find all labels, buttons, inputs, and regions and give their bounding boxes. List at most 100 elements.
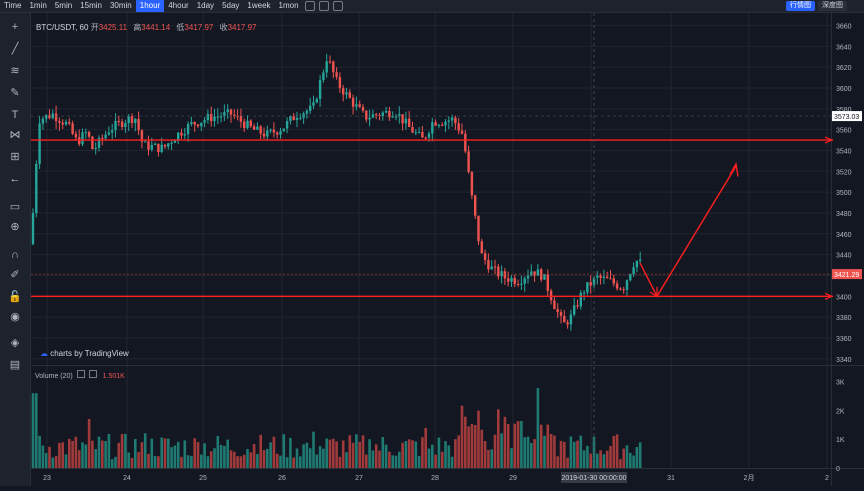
volume-bar (279, 455, 282, 468)
volume-bar (275, 453, 279, 468)
candle-body (173, 140, 177, 143)
candle-body (417, 131, 421, 133)
candle-body (302, 113, 305, 118)
zoom-icon[interactable]: ⊕ (10, 221, 20, 233)
trend-line-icon[interactable]: ╱ (11, 43, 19, 55)
candle-body (579, 292, 582, 307)
close-value: 3417.97 (227, 23, 257, 32)
volume-bar (381, 437, 385, 468)
eye-icon[interactable]: ◉ (10, 311, 20, 323)
settings-icon[interactable] (318, 1, 329, 11)
volume-bar (196, 442, 200, 468)
volume-tick-label: 0 (836, 466, 840, 473)
tradingview-watermark[interactable]: ☁ charts by TradingView (40, 349, 129, 358)
volume-settings-icon[interactable] (76, 370, 85, 378)
price-tick-label: 3500 (836, 190, 852, 197)
timeframe-5day[interactable]: 5day (222, 1, 240, 10)
kline-view-button[interactable]: 行情图 (786, 1, 815, 11)
candle-body (368, 117, 371, 120)
volume-bar (68, 438, 71, 468)
timeframe-4hour[interactable]: 4hour (168, 1, 189, 10)
price-tick-label: 3380 (836, 315, 852, 322)
candle-body (497, 266, 500, 277)
volume-bar (576, 440, 579, 468)
timeframe-30min[interactable]: 30min (109, 1, 132, 10)
back-arrow-icon[interactable]: ← (9, 173, 21, 185)
volume-bar (513, 423, 517, 468)
volume-bar (104, 441, 107, 468)
measure-icon[interactable]: ⊞ (10, 151, 20, 163)
candle-body (114, 121, 117, 131)
depth-view-button[interactable]: 深度图 (818, 1, 847, 11)
volume-bar (147, 453, 150, 468)
timeframe-5min[interactable]: 5min (54, 1, 73, 10)
candle-body (48, 114, 51, 119)
candle-body (206, 114, 210, 121)
volume-bar (318, 446, 322, 468)
volume-bar (107, 433, 111, 468)
timeframe-1week[interactable]: 1week (247, 1, 271, 10)
price-tick-label: 3600 (836, 86, 852, 93)
volume-bar (91, 440, 94, 468)
candle-body (424, 137, 427, 139)
candle-body (31, 213, 35, 245)
candle-body (520, 283, 523, 285)
candle-body (299, 117, 302, 119)
timeframe-15min[interactable]: 15min (80, 1, 102, 10)
candle-body (523, 278, 526, 284)
volume-bar (500, 433, 503, 468)
time-tick-label: 2 (825, 475, 829, 482)
volume-close-icon[interactable] (88, 370, 97, 378)
crosshair-icon[interactable]: + (11, 21, 19, 33)
candle-body (619, 288, 622, 290)
volume-bar (249, 452, 253, 468)
timeframe-time[interactable]: Time (4, 1, 22, 10)
volume-bar (302, 444, 305, 468)
volume-bar (368, 439, 371, 468)
pattern-icon[interactable]: ⋈ (9, 129, 21, 141)
symbol-label[interactable]: BTC/USDT, 60 (36, 23, 89, 32)
price-tick-label: 3440 (836, 253, 852, 260)
fib-icon[interactable]: ≋ (10, 65, 20, 77)
candle-body (51, 113, 54, 119)
candle-body (127, 116, 130, 124)
trash-icon[interactable]: ▤ (9, 359, 21, 371)
price-tick-label: 3660 (836, 23, 852, 30)
time-tick-label: 24 (123, 475, 131, 482)
volume-bar (599, 450, 602, 468)
time-tick-label: 27 (355, 475, 363, 482)
timeframe-1day[interactable]: 1day (196, 1, 215, 10)
candle-body (190, 122, 193, 125)
volume-bar (325, 438, 328, 468)
price-chart[interactable]: 3340336033803400342034403460348035003520… (31, 13, 864, 486)
timeframe-1min[interactable]: 1min (29, 1, 47, 10)
lock-icon[interactable]: 🔓 (8, 291, 22, 303)
candle-body (163, 144, 167, 147)
volume-bar (361, 435, 365, 468)
chart-area[interactable]: 3340336033803400342034403460348035003520… (31, 13, 864, 486)
candle-body (183, 134, 186, 136)
layers-icon[interactable]: ◈ (10, 337, 20, 349)
volume-bar (602, 454, 606, 468)
candle-body (332, 61, 335, 73)
volume-bar (74, 436, 78, 468)
projection-arrow-head (729, 161, 739, 177)
fullscreen-icon[interactable] (332, 1, 343, 11)
magnet-icon[interactable]: ∩ (11, 249, 19, 261)
text-icon[interactable]: T (11, 109, 19, 121)
brush-icon[interactable]: ✎ (10, 87, 20, 99)
chart-type-icon[interactable] (304, 1, 315, 11)
volume-bar (411, 440, 414, 468)
timeframe-1mon[interactable]: 1mon (278, 1, 299, 10)
timeframe-1hour[interactable]: 1hour (135, 0, 165, 12)
candle-body (68, 121, 71, 124)
ruler-icon[interactable]: ▭ (9, 201, 21, 213)
price-axis-badge-text: 3573.03 (834, 114, 859, 121)
volume-bar (404, 441, 408, 468)
lock-drawing-icon[interactable]: ✐ (10, 269, 20, 281)
volume-value: 1.501K (102, 373, 125, 380)
candle-body (256, 126, 259, 130)
candle-body (351, 97, 355, 107)
candle-body (292, 116, 295, 121)
price-tick-label: 3520 (836, 169, 852, 176)
